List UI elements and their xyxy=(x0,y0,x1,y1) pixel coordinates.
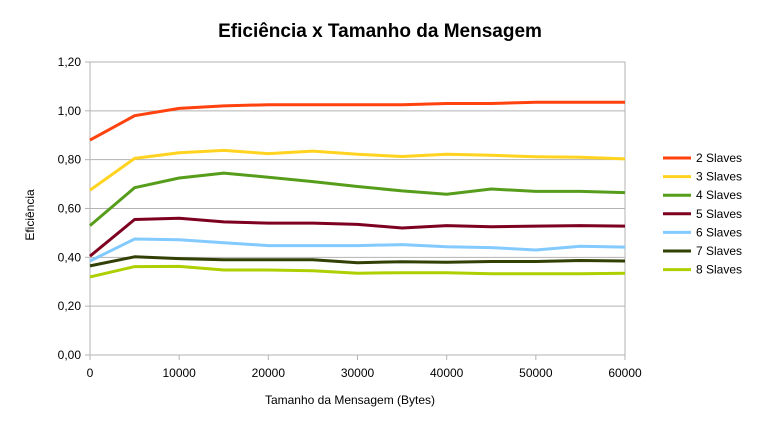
x-axis-label: Tamanho da Mensagem (Bytes) xyxy=(265,393,435,407)
x-tick-label: 60000 xyxy=(608,366,642,380)
plot-area: 0,00 0,20 0,40 0,60 0,80 1,00 1,20 0 10000 20000 3… xyxy=(58,55,642,380)
series-line-5 xyxy=(89,237,626,263)
x-tick-label: 50000 xyxy=(519,366,553,380)
legend-label: 7 Slaves xyxy=(696,244,742,258)
y-tick-label: 0,60 xyxy=(58,202,82,216)
y-tick-label: 0,80 xyxy=(58,153,82,167)
legend: 2 Slaves 3 Slaves 4 Slaves 5 Slaves 6 Slaves… xyxy=(663,151,742,277)
x-tick-label: 10000 xyxy=(162,366,196,380)
legend-label: 4 Slaves xyxy=(696,188,742,202)
legend-label: 8 Slaves xyxy=(696,263,742,277)
series-line-7 xyxy=(89,264,626,279)
y-axis-label: Eficiência xyxy=(23,189,37,241)
y-tick-label: 0,00 xyxy=(58,348,82,362)
chart-title: Eficiência x Tamanho da Mensagem xyxy=(218,21,542,42)
legend-label: 5 Slaves xyxy=(696,207,742,221)
y-tick-label: 0,40 xyxy=(58,250,82,264)
y-tick-label: 0,20 xyxy=(58,299,82,313)
y-tick-label: 1,20 xyxy=(58,55,82,69)
x-tick-label: 20000 xyxy=(252,366,286,380)
series-line-3 xyxy=(89,171,626,227)
series-line-1 xyxy=(89,100,625,142)
legend-label: 2 Slaves xyxy=(696,151,742,165)
x-tick-label: 0 xyxy=(87,366,94,380)
series-line-6 xyxy=(89,255,626,268)
series-line-2 xyxy=(89,148,626,192)
x-tick-label: 40000 xyxy=(430,366,464,380)
y-tick-label: 1,00 xyxy=(58,104,82,118)
legend-label: 6 Slaves xyxy=(696,225,742,239)
series-line-4 xyxy=(89,216,626,258)
x-tick-label: 30000 xyxy=(341,366,375,380)
legend-label: 3 Slaves xyxy=(696,170,742,184)
